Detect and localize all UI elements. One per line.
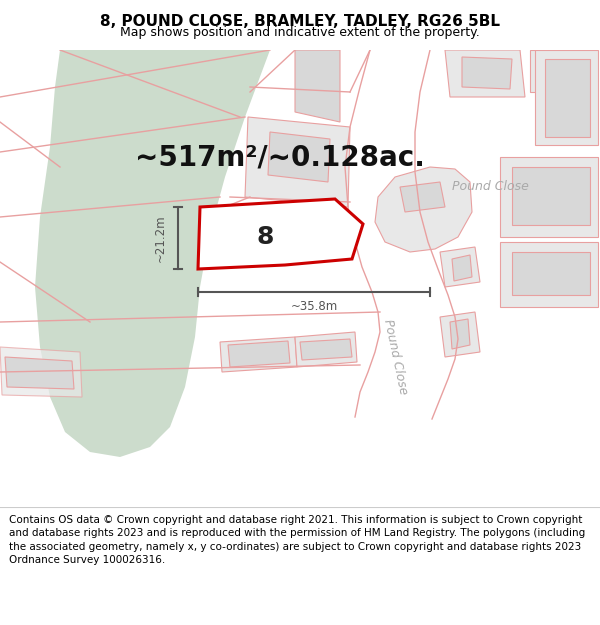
Polygon shape	[445, 50, 525, 97]
Text: Pound Close: Pound Close	[452, 181, 529, 194]
Text: ~517m²/~0.128ac.: ~517m²/~0.128ac.	[135, 143, 425, 171]
Text: ~35.8m: ~35.8m	[290, 299, 338, 312]
Polygon shape	[512, 167, 590, 225]
Polygon shape	[535, 50, 598, 145]
Polygon shape	[228, 341, 290, 367]
Polygon shape	[375, 167, 472, 252]
Polygon shape	[5, 357, 74, 389]
Polygon shape	[462, 57, 512, 89]
Polygon shape	[300, 339, 352, 360]
Polygon shape	[500, 157, 598, 237]
Polygon shape	[450, 319, 470, 349]
Polygon shape	[440, 247, 480, 287]
Text: Map shows position and indicative extent of the property.: Map shows position and indicative extent…	[120, 26, 480, 39]
Polygon shape	[35, 50, 270, 457]
Text: ~21.2m: ~21.2m	[154, 214, 167, 262]
Text: Pound Close: Pound Close	[380, 318, 409, 396]
Polygon shape	[440, 312, 480, 357]
Polygon shape	[500, 242, 598, 307]
Polygon shape	[545, 59, 590, 137]
Polygon shape	[220, 337, 297, 372]
Polygon shape	[530, 50, 595, 92]
Polygon shape	[512, 252, 590, 295]
Text: 8, POUND CLOSE, BRAMLEY, TADLEY, RG26 5BL: 8, POUND CLOSE, BRAMLEY, TADLEY, RG26 5B…	[100, 14, 500, 29]
Polygon shape	[295, 50, 340, 122]
Polygon shape	[540, 57, 590, 85]
Polygon shape	[245, 117, 350, 207]
Polygon shape	[0, 347, 82, 397]
Polygon shape	[198, 199, 363, 269]
Polygon shape	[225, 209, 312, 252]
Polygon shape	[295, 332, 357, 367]
Text: Contains OS data © Crown copyright and database right 2021. This information is : Contains OS data © Crown copyright and d…	[9, 515, 585, 565]
Polygon shape	[400, 182, 445, 212]
Text: 8: 8	[256, 225, 274, 249]
Polygon shape	[452, 255, 472, 281]
Polygon shape	[268, 132, 330, 182]
